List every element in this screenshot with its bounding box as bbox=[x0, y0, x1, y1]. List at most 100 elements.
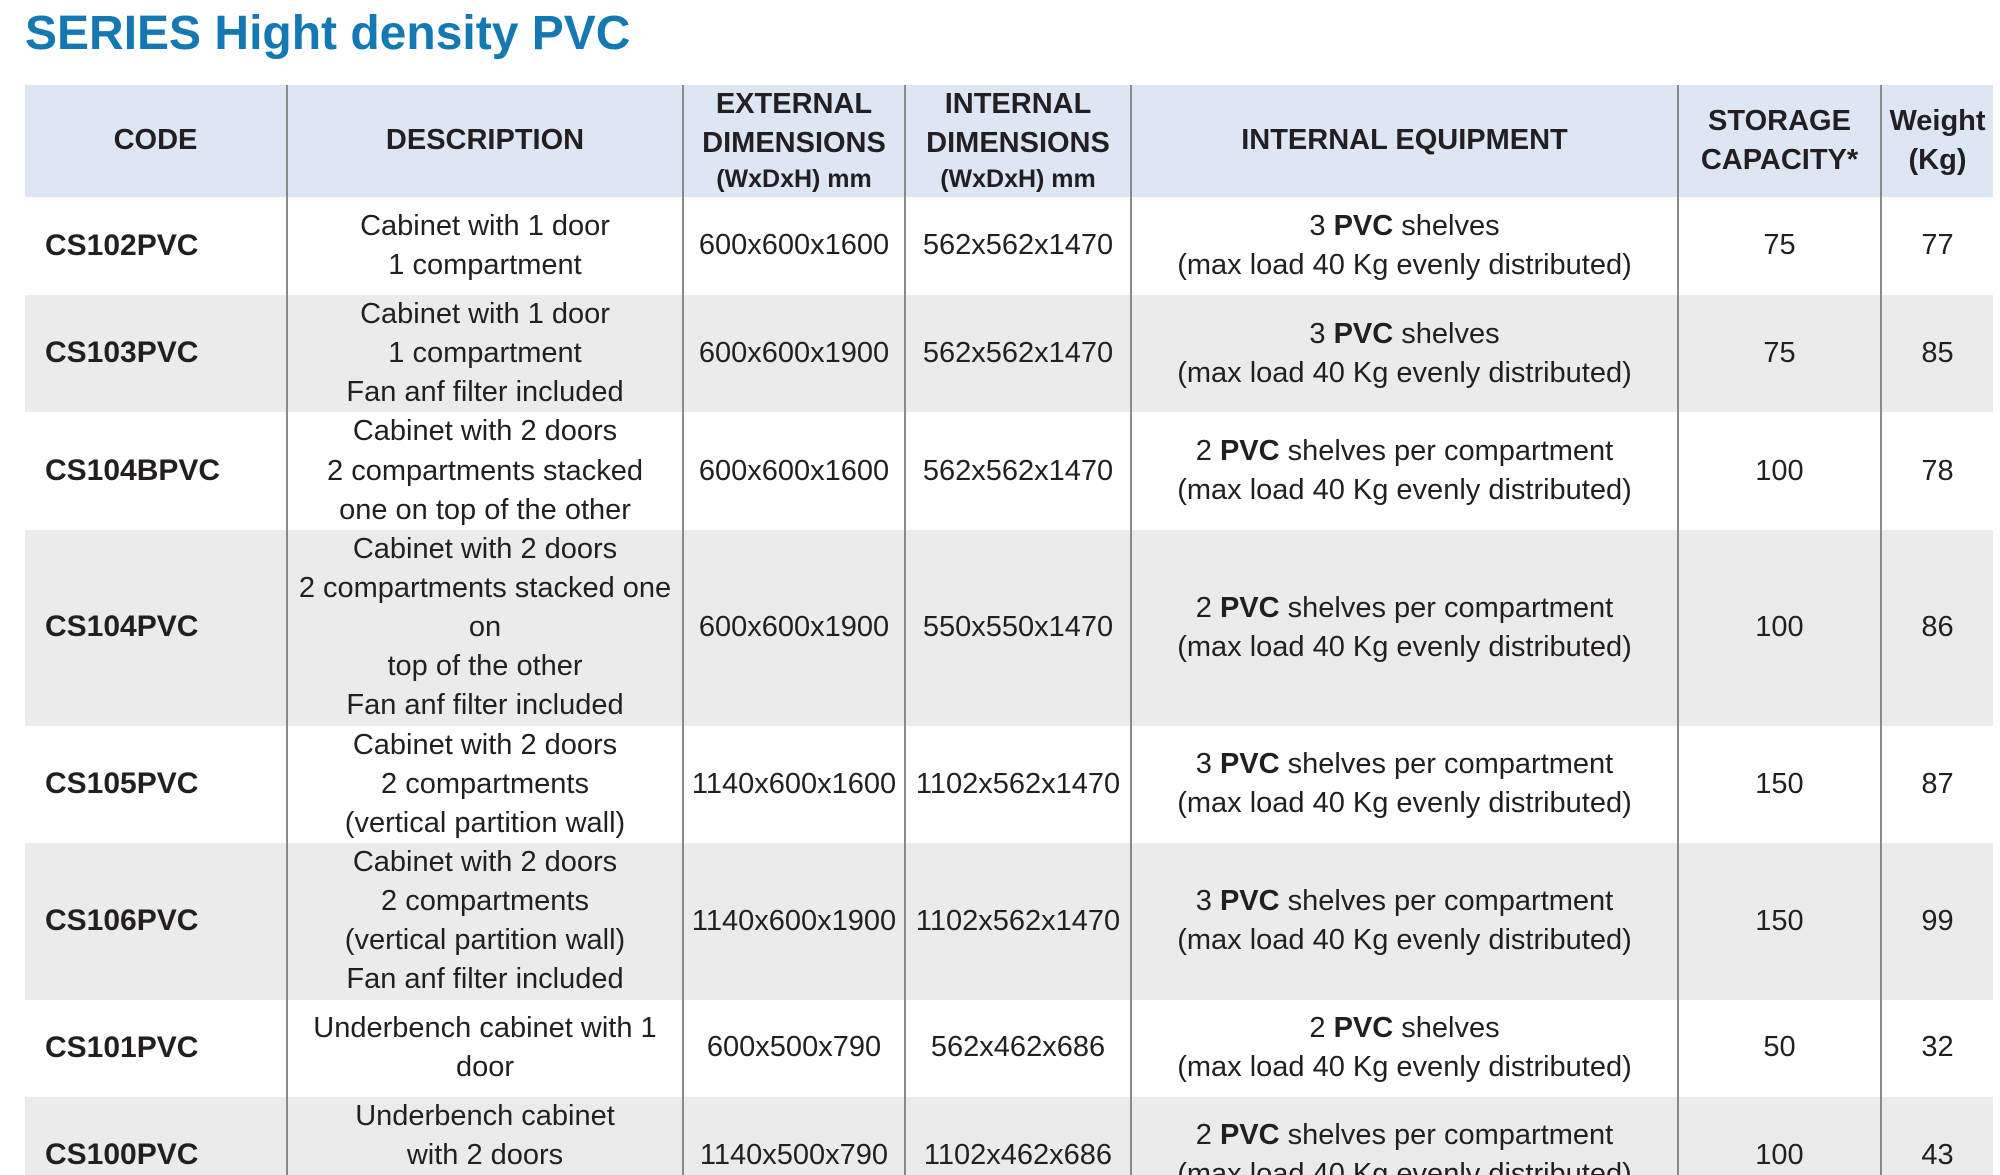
internal-dimensions-cell: 1102x562x1470 bbox=[905, 725, 1132, 843]
code-cell: CS104PVC bbox=[25, 529, 288, 726]
internal-dimensions-cell: 562x562x1470 bbox=[905, 412, 1132, 530]
header-row: CODE DESCRIPTION EXTERNAL DIMENSIONS (WxD… bbox=[25, 85, 1993, 198]
storage-capacity-cell: 150 bbox=[1678, 725, 1882, 843]
internal-dimensions-cell: 562x462x686 bbox=[905, 999, 1132, 1097]
column-header-weight-label: Weight (Kg) bbox=[1889, 104, 1986, 177]
internal-equipment-cell: 3 PVC shelves per compartment (max load … bbox=[1131, 725, 1679, 843]
equipment-line: 3 PVC shelves per compartment bbox=[1132, 745, 1677, 784]
spec-table: CODE DESCRIPTION EXTERNAL DIMENSIONS (WxD… bbox=[25, 85, 1993, 1175]
storage-capacity-cell: 100 bbox=[1678, 1096, 1882, 1175]
table-row: CS101PVC Underbench cabinet with 1 door … bbox=[25, 999, 1993, 1097]
equipment-line: 3 PVC shelves per compartment bbox=[1132, 882, 1677, 921]
code-cell: CS106PVC bbox=[25, 843, 288, 1000]
equipment-line: 2 PVC shelves per compartment bbox=[1132, 432, 1677, 471]
equipment-rest: shelves per compartment bbox=[1287, 748, 1614, 781]
storage-capacity-cell: 50 bbox=[1678, 999, 1882, 1097]
equipment-note: (max load 40 Kg evenly distributed) bbox=[1177, 1051, 1632, 1084]
internal-dimensions-cell: 562x562x1470 bbox=[905, 295, 1132, 413]
equipment-material: PVC bbox=[1219, 1119, 1280, 1152]
external-dimensions-cell: 1140x600x1900 bbox=[683, 843, 906, 1000]
description-cell: Cabinet with 1 door 1 compartment bbox=[287, 197, 684, 296]
table-row: CS106PVC Cabinet with 2 doors 2 compartm… bbox=[25, 843, 1993, 1000]
equipment-note: (max load 40 Kg evenly distributed) bbox=[1177, 787, 1632, 820]
description-cell: Cabinet with 2 doors 2 compartments stac… bbox=[287, 529, 684, 726]
weight-cell: 77 bbox=[1921, 229, 1954, 262]
column-header-code: CODE bbox=[25, 85, 288, 198]
description-cell: Cabinet with 2 doors 2 compartments stac… bbox=[287, 412, 684, 530]
equipment-line: 2 PVC shelves per compartment bbox=[1132, 589, 1677, 628]
code-cell: CS101PVC bbox=[25, 999, 288, 1097]
weight-cell: 43 bbox=[1921, 1138, 1954, 1171]
table-body: CS102PVC Cabinet with 1 door 1 compartme… bbox=[25, 197, 1993, 1175]
equipment-note: (max load 40 Kg evenly distributed) bbox=[1177, 630, 1632, 663]
column-header-description-label: DESCRIPTION bbox=[385, 124, 585, 157]
internal-equipment-cell: 2 PVC shelves per compartment (max load … bbox=[1131, 1096, 1679, 1175]
internal-equipment-cell: 2 PVC shelves per compartment (max load … bbox=[1131, 412, 1679, 530]
external-dimensions-cell: 1140x500x790 bbox=[683, 1096, 906, 1175]
external-dimensions-cell: 600x500x790 bbox=[683, 999, 906, 1097]
weight-cell: 32 bbox=[1921, 1031, 1954, 1064]
equipment-qty: 3 bbox=[1309, 209, 1326, 242]
storage-capacity-cell: 100 bbox=[1678, 529, 1882, 726]
equipment-line: 3 PVC shelves bbox=[1132, 207, 1677, 246]
storage-capacity-cell: 75 bbox=[1678, 197, 1882, 296]
storage-capacity-cell: 100 bbox=[1678, 412, 1882, 530]
weight-cell: 86 bbox=[1921, 611, 1954, 644]
equipment-material: PVC bbox=[1333, 317, 1394, 350]
column-header-external-dimensions: EXTERNAL DIMENSIONS (WxDxH) mm bbox=[683, 85, 906, 198]
equipment-note: (max load 40 Kg evenly distributed) bbox=[1177, 924, 1632, 957]
code-cell: CS103PVC bbox=[25, 295, 288, 413]
equipment-qty: 2 bbox=[1309, 1011, 1326, 1044]
equipment-rest: shelves bbox=[1401, 317, 1500, 350]
column-header-weight: Weight (Kg) bbox=[1881, 85, 1993, 197]
equipment-rest: shelves per compartment bbox=[1287, 885, 1614, 918]
column-header-internal-label: INTERNAL DIMENSIONS bbox=[926, 88, 1110, 160]
code-cell: CS104BPVC bbox=[25, 412, 288, 530]
equipment-qty: 3 bbox=[1309, 317, 1326, 350]
external-dimensions-cell: 600x600x1900 bbox=[683, 529, 906, 726]
column-header-internal-equipment: INTERNAL EQUIPMENT bbox=[1131, 85, 1679, 198]
equipment-line: 2 PVC shelves per compartment bbox=[1132, 1116, 1677, 1155]
page-title: SERIES Hight density PVC bbox=[25, 7, 631, 60]
table-row: CS102PVC Cabinet with 1 door 1 compartme… bbox=[25, 197, 1993, 296]
equipment-note: (max load 40 Kg evenly distributed) bbox=[1177, 356, 1632, 389]
code-cell: CS102PVC bbox=[25, 197, 288, 296]
equipment-rest: shelves bbox=[1401, 209, 1500, 242]
internal-dimensions-cell: 1102x462x686 bbox=[905, 1096, 1132, 1175]
internal-dimensions-cell: 1102x562x1470 bbox=[905, 843, 1132, 1000]
internal-equipment-cell: 2 PVC shelves (max load 40 Kg evenly dis… bbox=[1131, 999, 1679, 1097]
equipment-material: PVC bbox=[1219, 435, 1280, 468]
equipment-rest: shelves per compartment bbox=[1287, 591, 1614, 624]
equipment-rest: shelves bbox=[1401, 1011, 1500, 1044]
table-row: CS104PVC Cabinet with 2 doors 2 compartm… bbox=[25, 529, 1993, 726]
table-header: CODE DESCRIPTION EXTERNAL DIMENSIONS (WxD… bbox=[25, 85, 1993, 198]
table-row: CS105PVC Cabinet with 2 doors 2 compartm… bbox=[25, 725, 1993, 843]
internal-equipment-cell: 3 PVC shelves (max load 40 Kg evenly dis… bbox=[1131, 197, 1679, 296]
external-dimensions-cell: 600x600x1600 bbox=[683, 412, 906, 530]
description-cell: Cabinet with 2 doors 2 compartments (ver… bbox=[287, 843, 684, 1000]
equipment-rest: shelves per compartment bbox=[1287, 1119, 1614, 1152]
table-row: CS100PVC Underbench cabinet with 2 doors… bbox=[25, 1096, 1993, 1175]
internal-dimensions-cell: 562x562x1470 bbox=[905, 197, 1132, 296]
equipment-material: PVC bbox=[1333, 209, 1394, 242]
column-header-internal-sub: (WxDxH) mm bbox=[940, 165, 1096, 194]
internal-dimensions-cell: 550x550x1470 bbox=[905, 529, 1132, 726]
table-row: CS104BPVC Cabinet with 2 doors 2 compart… bbox=[25, 412, 1993, 530]
storage-capacity-cell: 150 bbox=[1678, 843, 1882, 1000]
weight-cell: 78 bbox=[1921, 454, 1954, 487]
column-header-description: DESCRIPTION bbox=[287, 85, 684, 198]
internal-equipment-cell: 2 PVC shelves per compartment (max load … bbox=[1131, 529, 1679, 726]
equipment-material: PVC bbox=[1219, 591, 1280, 624]
external-dimensions-cell: 600x600x1600 bbox=[683, 197, 906, 296]
internal-equipment-cell: 3 PVC shelves (max load 40 Kg evenly dis… bbox=[1131, 295, 1679, 413]
column-header-internal-dimensions: INTERNAL DIMENSIONS (WxDxH) mm bbox=[905, 85, 1132, 198]
internal-equipment-cell: 3 PVC shelves per compartment (max load … bbox=[1131, 843, 1679, 1000]
equipment-line: 2 PVC shelves bbox=[1132, 1009, 1677, 1048]
equipment-qty: 2 bbox=[1195, 435, 1212, 468]
equipment-material: PVC bbox=[1219, 748, 1280, 781]
code-cell: CS105PVC bbox=[25, 725, 288, 843]
code-cell: CS100PVC bbox=[25, 1096, 288, 1175]
weight-cell: 87 bbox=[1921, 767, 1954, 800]
weight-cell: 99 bbox=[1921, 904, 1954, 937]
